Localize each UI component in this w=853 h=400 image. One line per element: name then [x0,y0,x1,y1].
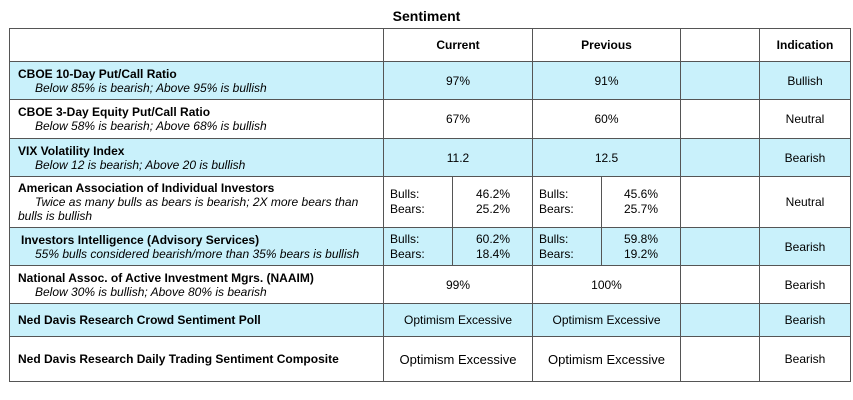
previous-value: Optimism Excessive [532,303,681,337]
previous-labels: Bulls: Bears: [532,227,602,266]
header-indication: Indication [759,28,851,62]
indicator-desc: Twice as many bulls as bears is bearish;… [18,195,359,223]
header-blank [9,28,384,62]
previous-values: 59.8% 19.2% [601,227,681,266]
indicator-cell: National Assoc. of Active Investment Mgr… [9,265,384,304]
bears-label: Bears: [390,246,425,261]
current-values: 60.2% 18.4% [452,227,533,266]
spacer-cell [680,99,760,139]
previous-values: 45.6% 25.7% [601,176,681,228]
spacer-cell [680,61,760,100]
spacer-cell [680,176,760,228]
bears-value: 25.2% [475,202,510,216]
header-row: Current Previous Indication [9,28,851,62]
previous-labels: Bulls: Bears: [532,176,602,228]
indicator-name: National Assoc. of Active Investment Mgr… [18,270,314,285]
previous-value: 100% [532,265,681,304]
indicator-desc: Below 58% is bearish; Above 68% is bulli… [35,119,267,133]
bulls-label: Bulls: [390,187,420,201]
table-row: American Association of Individual Inves… [9,176,851,228]
bulls-value: 60.2% [475,231,510,246]
bears-value: 19.2% [623,246,658,261]
current-value: 67% [383,99,533,139]
table-row: CBOE 3-Day Equity Put/Call Ratio Below 5… [9,99,851,139]
table-row: VIX Volatility Index Below 12 is bearish… [9,138,851,177]
indicator-name: VIX Volatility Index [18,143,125,158]
indication-value: Neutral [759,99,851,139]
current-values: 46.2% 25.2% [452,176,533,228]
indicator-name: CBOE 3-Day Equity Put/Call Ratio [18,105,211,119]
bears-value: 18.4% [475,246,510,261]
spacer-cell [680,265,760,304]
bears-label: Bears: [539,246,574,261]
bears-label: Bears: [539,202,574,216]
indication-value: Neutral [759,176,851,228]
indicator-cell: CBOE 10-Day Put/Call Ratio Below 85% is … [9,61,384,100]
table-title: Sentiment [392,8,461,24]
spacer-cell [680,303,760,337]
indication-value: Bearish [759,138,851,177]
current-value: 99% [383,265,533,304]
indicator-name: Ned Davis Research Crowd Sentiment Poll [18,313,261,327]
header-spacer [680,28,760,62]
bulls-value: 45.6% [623,187,658,201]
indicator-desc: Below 12 is bearish; Above 20 is bullish [35,157,246,172]
indicator-cell: American Association of Individual Inves… [9,176,384,228]
indication-value: Bearish [759,303,851,337]
table-row: National Assoc. of Active Investment Mgr… [9,265,851,304]
previous-value: 60% [532,99,681,139]
current-labels: Bulls: Bears: [383,176,453,228]
indicator-cell: Investors Intelligence (Advisory Service… [9,227,384,266]
indication-value: Bearish [759,336,851,382]
table-row: Investors Intelligence (Advisory Service… [9,227,851,266]
spacer-cell [680,336,760,382]
indication-value: Bearish [759,265,851,304]
current-labels: Bulls: Bears: [383,227,453,266]
current-value: 11.2 [383,138,533,177]
spacer-cell [680,227,760,266]
previous-value: Optimism Excessive [532,336,681,382]
indication-value: Bullish [759,61,851,100]
indication-value: Bearish [759,227,851,266]
previous-value: 12.5 [532,138,681,177]
indicator-desc: Below 30% is bullish; Above 80% is beari… [35,284,267,299]
current-value: 97% [383,61,533,100]
indicator-cell: Ned Davis Research Crowd Sentiment Poll [9,303,384,337]
spacer-cell [680,138,760,177]
indicator-cell: CBOE 3-Day Equity Put/Call Ratio Below 5… [9,99,384,139]
indicator-name: American Association of Individual Inves… [18,181,275,195]
sentiment-table: Current Previous Indication CBOE 10-Day … [9,28,851,382]
current-value: Optimism Excessive [383,303,533,337]
table-row: Ned Davis Research Daily Trading Sentime… [9,336,851,382]
header-previous: Previous [532,28,681,62]
indicator-name: Ned Davis Research Daily Trading Sentime… [18,352,339,366]
indicator-cell: Ned Davis Research Daily Trading Sentime… [9,336,384,382]
table-row: Ned Davis Research Crowd Sentiment Poll … [9,303,851,337]
previous-value: 91% [532,61,681,100]
indicator-desc: 55% bulls considered bearish/more than 3… [35,246,360,261]
current-value: Optimism Excessive [383,336,533,382]
indicator-name: CBOE 10-Day Put/Call Ratio [18,66,177,81]
bulls-label: Bulls: [539,187,569,201]
indicator-desc: Below 85% is bearish; Above 95% is bulli… [35,80,267,95]
bulls-label: Bulls: [539,231,569,246]
header-current: Current [383,28,533,62]
table-row: CBOE 10-Day Put/Call Ratio Below 85% is … [9,61,851,100]
bulls-label: Bulls: [390,231,420,246]
bulls-value: 46.2% [475,187,510,201]
indicator-name: Investors Intelligence (Advisory Service… [21,232,260,247]
bears-label: Bears: [390,202,425,216]
bulls-value: 59.8% [623,231,658,246]
bears-value: 25.7% [623,202,658,216]
indicator-cell: VIX Volatility Index Below 12 is bearish… [9,138,384,177]
